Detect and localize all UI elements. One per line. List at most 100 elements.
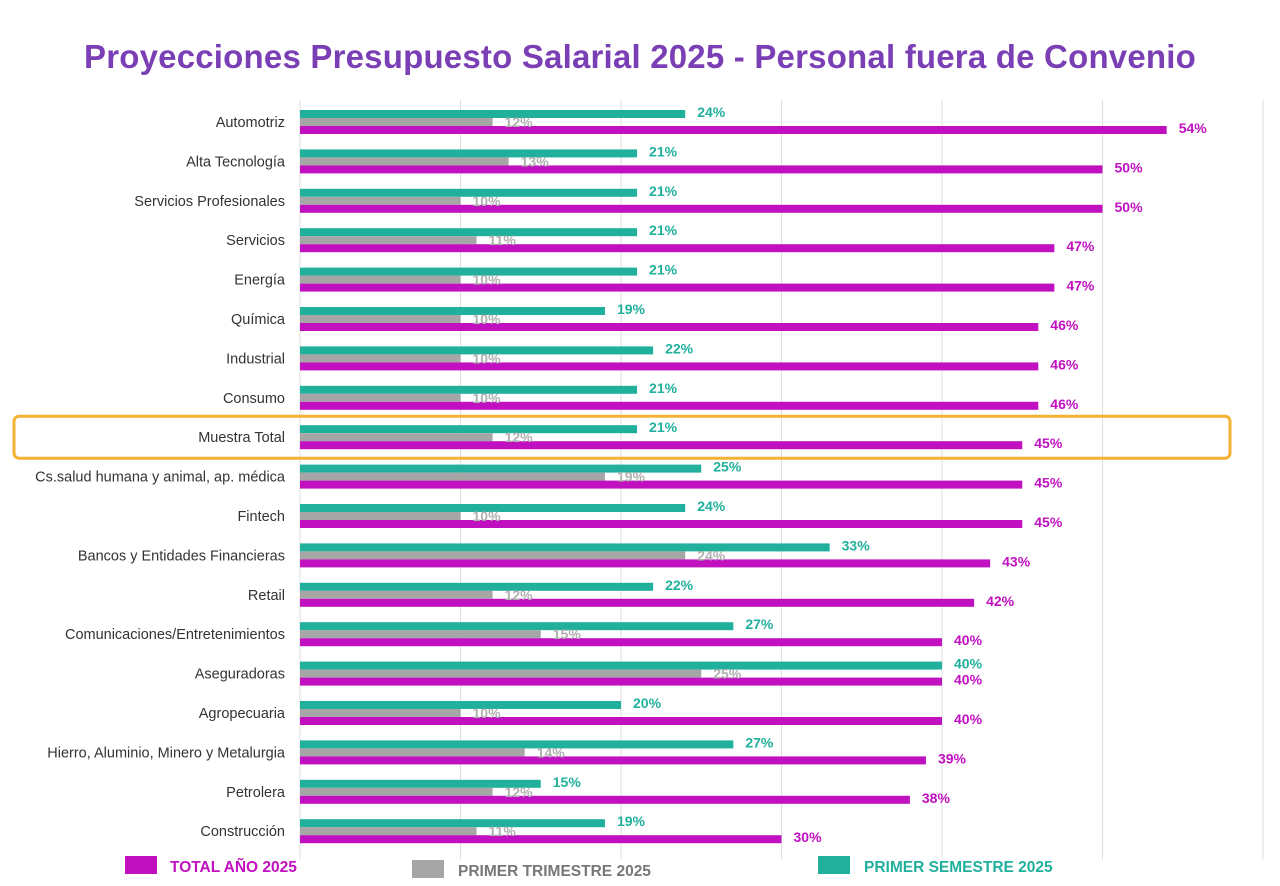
bar-primer-trimestre (300, 669, 702, 678)
data-label: 11% (489, 823, 517, 839)
data-label: 47% (1066, 278, 1095, 294)
bar-primer-trimestre (300, 748, 525, 757)
data-label: 25% (713, 459, 742, 475)
legend-label: PRIMER SEMESTRE 2025 (864, 859, 1053, 876)
data-label: 47% (1066, 238, 1095, 254)
data-label: 40% (954, 656, 983, 672)
bar-primer-semestre (300, 267, 638, 276)
bar-primer-semestre (300, 188, 638, 197)
bar-primer-trimestre (300, 590, 493, 599)
bar-primer-trimestre (300, 315, 461, 323)
data-label: 20% (633, 695, 662, 711)
bar-primer-semestre (300, 779, 541, 788)
bar-primer-trimestre (300, 118, 493, 126)
data-label: 24% (697, 498, 726, 514)
bar-total-anio (300, 165, 1103, 174)
bar-total-anio (300, 638, 942, 647)
data-label: 30% (794, 829, 823, 845)
bar-primer-semestre (300, 622, 734, 631)
bar-primer-semestre (300, 425, 638, 434)
category-label: Servicios (226, 233, 285, 249)
data-label: 24% (697, 104, 726, 120)
category-label: Agropecuaria (199, 706, 286, 722)
bar-primer-trimestre (300, 157, 509, 166)
data-label: 22% (665, 577, 694, 593)
data-label: 45% (1034, 514, 1063, 530)
data-label: 12% (505, 587, 534, 603)
labels-layer: Automotriz 24% 12% 54% Alta Tecnología 21% 13%… (35, 104, 1207, 845)
bar-primer-semestre (300, 385, 638, 394)
category-label: Comunicaciones/Entretenimientos (65, 627, 285, 643)
data-label: 10% (473, 350, 502, 366)
data-label: 10% (473, 705, 502, 721)
bar-primer-trimestre (300, 551, 686, 560)
bar-primer-semestre (300, 149, 638, 158)
category-label: Alta Tecnología (186, 154, 286, 170)
bar-total-anio (300, 323, 1039, 331)
bar-total-anio (300, 559, 991, 568)
data-label: 10% (473, 390, 502, 406)
bar-total-anio (300, 480, 1023, 489)
category-label: Hierro, Aluminio, Minero y Metalurgia (47, 745, 286, 761)
category-label: Cs.salud humana y animal, ap. médica (35, 470, 286, 486)
data-label: 21% (649, 183, 678, 199)
data-label: 19% (617, 301, 646, 317)
bar-total-anio (300, 283, 1055, 292)
bar-total-anio (300, 204, 1103, 213)
data-label: 10% (473, 193, 502, 209)
data-label: 12% (505, 429, 534, 445)
data-label: 27% (745, 734, 774, 750)
data-label: 22% (665, 340, 694, 356)
bar-primer-semestre (300, 504, 686, 512)
data-label: 46% (1050, 356, 1079, 372)
bar-primer-semestre (300, 661, 942, 670)
data-label: 24% (697, 547, 726, 563)
bar-primer-trimestre (300, 709, 461, 717)
bar-primer-semestre (300, 582, 654, 591)
category-label: Aseguradoras (195, 667, 285, 683)
bar-primer-trimestre (300, 630, 541, 639)
data-label: 45% (1034, 475, 1063, 491)
legend-label: TOTAL AÑO 2025 (170, 858, 297, 876)
data-label: 40% (954, 672, 983, 688)
data-label: 33% (842, 537, 871, 553)
bar-primer-trimestre (300, 196, 461, 205)
category-label: Industrial (226, 351, 285, 367)
data-label: 50% (1115, 159, 1144, 175)
bar-total-anio (300, 677, 942, 686)
bar-primer-trimestre (300, 512, 461, 520)
legend-label: PRIMER TRIMESTRE 2025 (458, 863, 651, 880)
data-label: 46% (1050, 396, 1079, 412)
bar-primer-trimestre (300, 787, 493, 796)
data-label: 10% (473, 311, 502, 327)
data-label: 19% (617, 813, 646, 829)
data-label: 43% (1002, 553, 1031, 569)
bar-total-anio (300, 244, 1055, 253)
data-label: 25% (713, 666, 742, 682)
category-label: Petrolera (226, 785, 286, 801)
bar-total-anio (300, 756, 926, 765)
data-label: 12% (505, 114, 534, 130)
bar-primer-trimestre (300, 354, 461, 363)
data-label: 14% (537, 744, 566, 760)
bar-primer-semestre (300, 543, 830, 552)
data-label: 21% (649, 419, 678, 435)
bar-total-anio (300, 362, 1039, 371)
bar-primer-semestre (300, 228, 638, 237)
bar-primer-semestre (300, 346, 654, 355)
data-label: 45% (1034, 435, 1063, 451)
data-label: 15% (553, 774, 582, 790)
bar-total-anio (300, 795, 910, 804)
bar-primer-semestre (300, 701, 621, 709)
bar-primer-semestre (300, 819, 605, 828)
data-label: 15% (553, 626, 582, 642)
data-label: 27% (745, 616, 774, 632)
legend-swatch (125, 856, 157, 874)
bar-primer-semestre (300, 464, 702, 473)
bar-total-anio (300, 835, 782, 844)
bar-primer-trimestre (300, 275, 461, 284)
highlight-box-layer (12, 414, 1232, 460)
data-label: 38% (922, 790, 951, 806)
bar-total-anio (300, 598, 975, 607)
